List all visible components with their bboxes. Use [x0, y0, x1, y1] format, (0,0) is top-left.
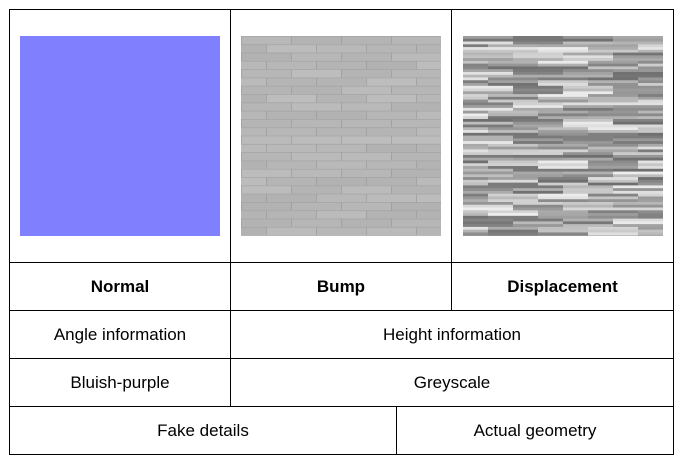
header-displacement: Displacement	[451, 262, 674, 311]
header-normal: Normal	[9, 262, 231, 311]
bump-map-swatch	[241, 36, 441, 236]
bump-preview-cell	[230, 9, 452, 263]
bump-map-texture	[241, 36, 441, 236]
normal-preview-cell	[9, 9, 231, 263]
greyscale-color: Greyscale	[230, 358, 674, 407]
displacement-preview-cell	[451, 9, 674, 263]
header-row: Normal Bump Displacement	[9, 262, 674, 311]
fake-details: Fake details	[9, 406, 397, 455]
preview-row	[9, 9, 674, 263]
color-row: Bluish-purple Greyscale	[9, 358, 674, 407]
normal-map-swatch	[20, 36, 220, 236]
displacement-map-texture	[462, 36, 663, 236]
actual-geometry: Actual geometry	[396, 406, 674, 455]
header-bump: Bump	[230, 262, 452, 311]
information-row: Angle information Height information	[9, 310, 674, 359]
geometry-row: Fake details Actual geometry	[9, 406, 674, 455]
texture-map-comparison-table: Normal Bump Displacement Angle informati…	[9, 9, 674, 455]
normal-color: Bluish-purple	[9, 358, 231, 407]
height-information: Height information	[230, 310, 674, 359]
displacement-map-swatch	[462, 36, 663, 236]
normal-information: Angle information	[9, 310, 231, 359]
